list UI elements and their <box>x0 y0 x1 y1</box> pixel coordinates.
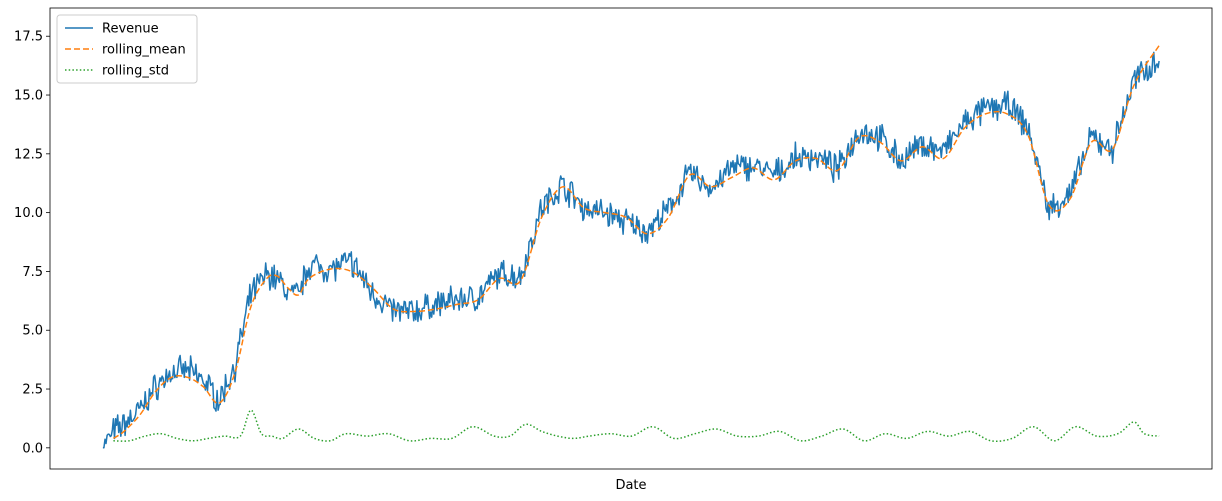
series-line-rolling-std <box>113 409 1160 443</box>
x-axis-label: Date <box>615 478 646 493</box>
plot-frame <box>49 7 1213 470</box>
series-line-revenue <box>102 51 1160 449</box>
legend-label-rolling-std: rolling_std <box>102 64 169 79</box>
y-tick-label: 7.5 <box>22 265 43 280</box>
series-layer <box>102 45 1160 449</box>
legend: Revenue rolling_mean rolling_std <box>56 14 198 84</box>
legend-box <box>56 14 198 84</box>
legend-label-revenue: Revenue <box>102 22 159 37</box>
y-tick-label: 10.0 <box>14 206 43 221</box>
y-tick-label: 17.5 <box>14 30 43 45</box>
y-axis: 0.0 2.5 5.0 7.5 10.0 12.5 15.0 17.5 <box>14 30 50 456</box>
y-tick-label: 5.0 <box>22 324 43 339</box>
legend-label-rolling-mean: rolling_mean <box>102 43 186 58</box>
series-line-rolling-mean <box>112 45 1160 440</box>
y-tick-label: 2.5 <box>22 383 43 398</box>
y-tick-label: 12.5 <box>14 147 43 162</box>
y-tick-label: 15.0 <box>14 89 43 104</box>
y-tick-label: 0.0 <box>22 441 43 456</box>
